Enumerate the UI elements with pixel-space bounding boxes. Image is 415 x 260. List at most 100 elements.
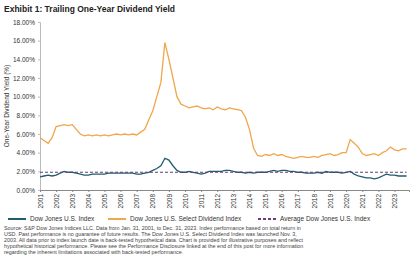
tick-label: 4.00% <box>17 149 36 156</box>
tick: 2011 <box>198 190 205 208</box>
tick: 2020 <box>343 190 350 208</box>
tick: 2004 <box>85 190 92 208</box>
tick: 2.00% <box>17 168 40 175</box>
tick-mark <box>38 190 40 191</box>
tick-label: 2008 <box>149 194 156 209</box>
legend-label: Average Dow Jones U.S. Index <box>280 215 371 223</box>
tick: 2006 <box>117 190 124 208</box>
tick-label: 2006 <box>117 194 124 209</box>
tick: 2016 <box>278 190 285 208</box>
tick-label: 2009 <box>165 194 172 209</box>
tick-mark <box>56 190 57 192</box>
tick-label: 2021 <box>359 194 366 209</box>
tick: 8.00% <box>17 112 40 119</box>
tick-label: 16.00% <box>13 37 35 44</box>
tick: 2018 <box>311 190 318 208</box>
tick-mark <box>38 97 40 98</box>
tick-mark <box>38 171 40 172</box>
tick-label: 10.00% <box>13 93 35 100</box>
tick-label: 2019 <box>327 194 334 209</box>
chart: Exhibit 1: Trailing One-Year Dividend Yi… <box>0 0 415 260</box>
tick-mark <box>249 190 250 192</box>
tick-label: 2.00% <box>17 168 36 175</box>
tick-label: 2004 <box>85 194 92 209</box>
tick: 2014 <box>246 190 253 208</box>
tick-mark <box>282 190 283 192</box>
tick: 12.00% <box>13 75 40 82</box>
tick-mark <box>330 190 331 192</box>
tick-label: 14.00% <box>13 56 35 63</box>
y-axis-title: One-Year Dividend Yield (%) <box>3 65 11 148</box>
tick-label: 6.00% <box>17 131 36 138</box>
tick-label: 12.00% <box>13 75 35 82</box>
tick: 2017 <box>294 190 301 208</box>
legend-swatch <box>8 218 26 220</box>
tick-mark <box>38 115 40 116</box>
tick: 2023 <box>391 190 398 208</box>
tick-mark <box>38 78 40 79</box>
tick-mark <box>346 190 347 192</box>
source-notes: Source: S&P Dow Jones Indices LLC. Data … <box>4 225 304 255</box>
tick-label: 2014 <box>246 194 253 209</box>
tick-mark <box>72 190 73 192</box>
tick-mark <box>40 190 41 192</box>
legend-label: Dow Jones U.S. Index <box>30 215 95 222</box>
tick: 6.00% <box>17 131 40 138</box>
tick: 2019 <box>327 190 334 208</box>
axis-line <box>38 23 41 191</box>
tick-label: 2005 <box>101 194 108 209</box>
tick-mark <box>185 190 186 192</box>
tick-mark <box>314 190 315 192</box>
tick: 2009 <box>165 190 172 208</box>
tick-mark <box>121 190 122 192</box>
tick-label: 18.00% <box>13 19 35 26</box>
plot-area <box>40 43 407 179</box>
tick-mark <box>38 153 40 154</box>
tick-mark <box>233 190 234 192</box>
tick-mark <box>169 190 170 192</box>
tick-label: 2002 <box>53 194 60 209</box>
series-line <box>40 158 407 179</box>
legend-item: Dow Jones U.S. Select Dividend Index <box>108 215 242 222</box>
tick: 2007 <box>133 190 140 208</box>
tick-mark <box>137 190 138 192</box>
tick-label: 2020 <box>343 194 350 209</box>
tick: 2010 <box>182 190 189 208</box>
tick: 2022 <box>375 190 382 208</box>
tick-mark <box>217 190 218 192</box>
tick-label: 2022 <box>375 194 382 209</box>
tick: 4.00% <box>17 149 40 156</box>
tick-label: 2013 <box>230 194 237 209</box>
tick: 2013 <box>230 190 237 208</box>
tick-label: 0.00% <box>17 187 36 194</box>
legend: Dow Jones U.S. Index Dow Jones U.S. Selec… <box>8 215 371 223</box>
series-line <box>40 172 407 173</box>
note-line: regarding the inherent limitations assoc… <box>4 249 183 255</box>
axis-line <box>41 191 410 193</box>
tick: 10.00% <box>13 93 40 100</box>
tick: 2001 <box>37 190 44 208</box>
tick: 18.00% <box>13 19 40 26</box>
tick-label: 2023 <box>391 194 398 209</box>
tick: 2012 <box>214 190 221 208</box>
tick-mark <box>298 190 299 192</box>
legend-item: Average Dow Jones U.S. Index <box>258 215 371 223</box>
tick: 2005 <box>101 190 108 208</box>
title: Exhibit 1: Trailing One-Year Dividend Yi… <box>4 4 175 14</box>
tick: 14.00% <box>13 56 40 63</box>
tick-mark <box>38 134 40 135</box>
tick-label: 2011 <box>198 194 205 208</box>
tick-label: 2012 <box>214 194 221 209</box>
legend-item: Dow Jones U.S. Index <box>8 215 95 222</box>
tick-label: 2016 <box>278 194 285 209</box>
y-axis: 0.00% 2.00% 4.00% 6.00% 8.00% 10.00% 12.00% 14.… <box>13 19 41 194</box>
tick-mark <box>104 190 105 192</box>
tick-label: 2001 <box>37 194 44 209</box>
tick-mark <box>394 190 395 192</box>
x-axis: 2001200220032004200520062007200820092010… <box>37 190 410 208</box>
tick: 2015 <box>262 190 269 208</box>
tick-mark <box>266 190 267 192</box>
tick-label: 2017 <box>294 194 301 209</box>
tick-mark <box>88 190 89 192</box>
tick-label: 2018 <box>311 194 318 209</box>
